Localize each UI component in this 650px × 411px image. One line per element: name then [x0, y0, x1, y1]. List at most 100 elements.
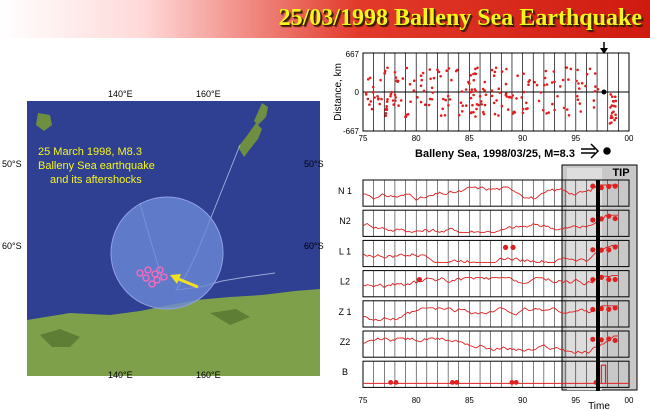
distance-points — [364, 66, 618, 125]
aftershock — [142, 274, 150, 282]
quake-point — [567, 114, 571, 117]
quake-point — [424, 103, 427, 106]
quake-point — [389, 93, 393, 96]
distance-ylabel: Distance, km — [333, 63, 344, 121]
quake-point — [516, 74, 519, 77]
quake-point — [378, 102, 381, 106]
b-event-marker — [454, 380, 460, 385]
quake-point — [596, 88, 600, 91]
distance-xtick: 75 — [359, 134, 368, 143]
panel-frame — [362, 300, 630, 328]
quake-point — [437, 70, 441, 74]
quake-point — [495, 99, 498, 102]
b-series-spike — [600, 364, 607, 384]
quake-point — [369, 100, 373, 103]
alarm-marker — [590, 247, 596, 253]
quake-point — [461, 110, 464, 113]
quake-point — [427, 103, 431, 107]
epicenter-map: 140°E 160°E 140°E 160°E 50°S 60°S 50°S 6… — [0, 85, 330, 385]
quake-point — [470, 88, 474, 91]
quake-point — [474, 72, 478, 76]
quake-point — [430, 98, 434, 101]
quake-point — [545, 83, 549, 86]
alarm-marker — [590, 336, 596, 342]
quake-point — [498, 91, 502, 94]
distance-xtick: 95 — [571, 134, 580, 143]
aftershock — [160, 273, 168, 281]
quake-point — [366, 97, 370, 101]
quake-point — [500, 104, 504, 108]
quake-point — [525, 101, 528, 105]
quake-point — [416, 96, 419, 99]
quake-point — [392, 103, 395, 106]
quake-point — [493, 112, 497, 116]
quake-point — [385, 105, 388, 108]
panel-frame — [362, 270, 630, 298]
quake-point — [490, 94, 494, 98]
panel-label: Z2 — [340, 337, 351, 347]
quake-point — [454, 69, 458, 73]
aftershock-point — [609, 106, 612, 109]
quake-point — [533, 80, 536, 84]
alarm-marker — [590, 306, 596, 313]
quake-point — [377, 98, 380, 101]
annotation-line-2: Balleny Sea earthquake — [38, 160, 155, 172]
tasmania — [36, 113, 52, 131]
ytick-top: 667 — [346, 50, 360, 59]
lat-tick-right-1: 50°S — [304, 159, 324, 169]
quake-point — [553, 80, 556, 83]
distance-time-plot: 667 0 -667 Distance, km 75 80 85 90 95 00 Bal… — [333, 42, 634, 160]
quake-point — [490, 89, 494, 92]
indicator-xtick: 95 — [571, 396, 580, 405]
quake-point — [447, 104, 450, 107]
lon-tick-bottom-2: 160°E — [196, 370, 221, 380]
area-of-investigation-circle — [110, 196, 224, 310]
quake-point — [594, 85, 597, 88]
quake-point — [464, 104, 468, 107]
quake-point — [428, 68, 432, 71]
aftershock-point — [613, 95, 617, 99]
alarm-marker — [598, 274, 604, 280]
quake-point — [445, 69, 448, 72]
quake-point — [584, 84, 587, 88]
quake-point — [497, 87, 501, 90]
quake-point — [510, 96, 513, 99]
alarm-marker — [590, 183, 596, 189]
quake-point — [483, 80, 487, 84]
time-xlabel: Time — [588, 401, 610, 411]
quake-point — [535, 83, 539, 87]
annotation-line-3: and its aftershocks — [50, 174, 142, 186]
alarm-marker — [612, 276, 618, 283]
quake-point — [504, 92, 508, 95]
quake-point — [383, 69, 387, 73]
quake-point — [474, 115, 477, 118]
aftershock-point — [610, 104, 614, 107]
lat-tick-left-1: 50°S — [2, 159, 22, 169]
quake-point — [439, 114, 443, 117]
distance-xtick: 00 — [625, 134, 634, 143]
indicator-series — [362, 244, 619, 264]
quake-point — [472, 110, 475, 114]
quake-point — [543, 76, 547, 80]
quake-point — [422, 89, 426, 93]
quake-point — [504, 82, 508, 86]
quake-point — [394, 96, 397, 99]
indicator-plot: TIP N 1 N2 L 1 L2 Z 1 Z2 B 75 80 85 90 95 00 Time — [338, 164, 638, 411]
quake-point — [475, 107, 478, 111]
quake-point — [559, 85, 562, 88]
quake-point — [390, 90, 393, 94]
aftershock-point — [612, 104, 616, 108]
b-event-marker — [509, 380, 515, 385]
indicator-panels: N 1 N2 L 1 L2 Z 1 Z2 B — [338, 179, 630, 388]
quake-point — [384, 108, 387, 111]
quake-point — [384, 114, 387, 117]
quake-point — [394, 99, 397, 102]
quake-point — [593, 90, 597, 93]
alarm-marker — [510, 244, 516, 250]
quake-point — [482, 112, 486, 116]
quake-point — [588, 67, 592, 71]
panel-label: B — [342, 367, 348, 377]
alarm-marker — [606, 306, 612, 312]
quake-point — [420, 78, 423, 82]
quake-point — [467, 80, 470, 84]
